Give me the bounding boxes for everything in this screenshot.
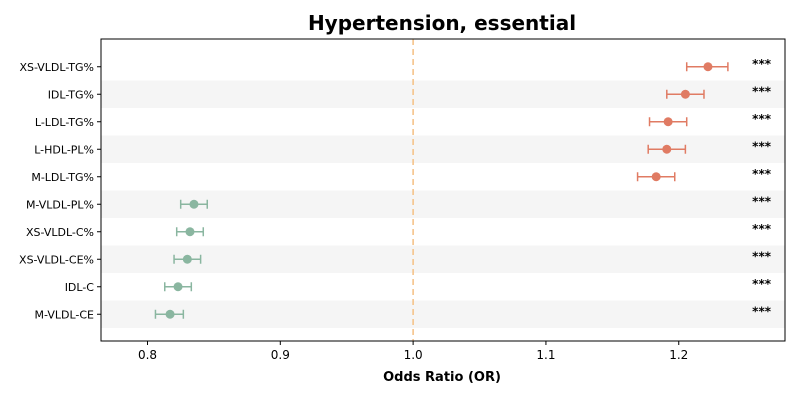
significance-label: *** — [752, 139, 772, 153]
or-point — [165, 309, 175, 319]
significance-label: *** — [752, 112, 772, 126]
forest-row-mark — [175, 227, 205, 237]
or-point — [173, 282, 183, 292]
or-point — [651, 172, 661, 182]
y-tick-label: IDL-C — [65, 281, 95, 294]
forest-row-mark — [647, 144, 687, 154]
or-point — [182, 254, 192, 264]
y-tick-label: L-LDL-TG% — [35, 116, 94, 129]
significance-label: *** — [752, 84, 772, 98]
y-tick-label: IDL-TG% — [48, 88, 94, 101]
x-tick-label: 1.1 — [536, 348, 555, 362]
row-band — [101, 190, 785, 218]
forest-row-mark — [173, 254, 202, 264]
forest-row-mark — [636, 172, 676, 182]
x-tick-label: 0.9 — [271, 348, 290, 362]
forest-row-mark — [154, 309, 185, 319]
forest-row-mark — [648, 117, 688, 127]
significance-label: *** — [752, 167, 772, 181]
x-tick-label: 1.2 — [669, 348, 688, 362]
significance-label: *** — [752, 304, 772, 318]
forest-row-mark — [179, 199, 209, 209]
significance-label: *** — [752, 249, 772, 263]
y-tick-label: M-LDL-TG% — [31, 171, 94, 184]
row-band — [101, 300, 785, 328]
significance-label: *** — [752, 222, 772, 236]
y-tick-label: XS-VLDL-CE% — [19, 253, 94, 266]
or-point — [663, 117, 673, 127]
or-point — [189, 199, 199, 209]
significance-label: *** — [752, 194, 772, 208]
row-band — [101, 245, 785, 273]
y-tick-label: L-HDL-PL% — [34, 143, 94, 156]
data-marks — [154, 62, 729, 319]
y-tick-label: XS-VLDL-TG% — [19, 61, 94, 74]
y-tick-label: M-VLDL-PL% — [26, 198, 94, 211]
or-point — [662, 144, 672, 154]
y-tick-label: XS-VLDL-C% — [26, 226, 94, 239]
forest-row-mark — [685, 62, 729, 72]
x-axis: 0.8 0.9 1.0 1.1 1.2 — [138, 341, 688, 362]
x-axis-label: Odds Ratio (OR) — [383, 370, 501, 385]
or-point — [680, 89, 690, 99]
significance-labels: *** *** *** *** *** *** *** *** *** *** — [752, 57, 772, 319]
significance-label: *** — [752, 57, 772, 71]
or-point — [703, 62, 713, 72]
or-point — [185, 227, 195, 237]
forest-row-mark — [666, 89, 705, 99]
chart-title: Hypertension, essential — [308, 11, 576, 35]
significance-label: *** — [752, 277, 772, 291]
forest-row-mark — [164, 282, 193, 292]
y-axis-labels: XS-VLDL-TG% IDL-TG% L-LDL-TG% L-HDL-PL% M-LD… — [19, 61, 101, 321]
plot-frame — [100, 38, 786, 342]
x-tick-label: 0.8 — [138, 348, 157, 362]
x-tick-label: 1.0 — [404, 348, 423, 362]
y-tick-label: M-VLDL-CE — [35, 308, 95, 321]
